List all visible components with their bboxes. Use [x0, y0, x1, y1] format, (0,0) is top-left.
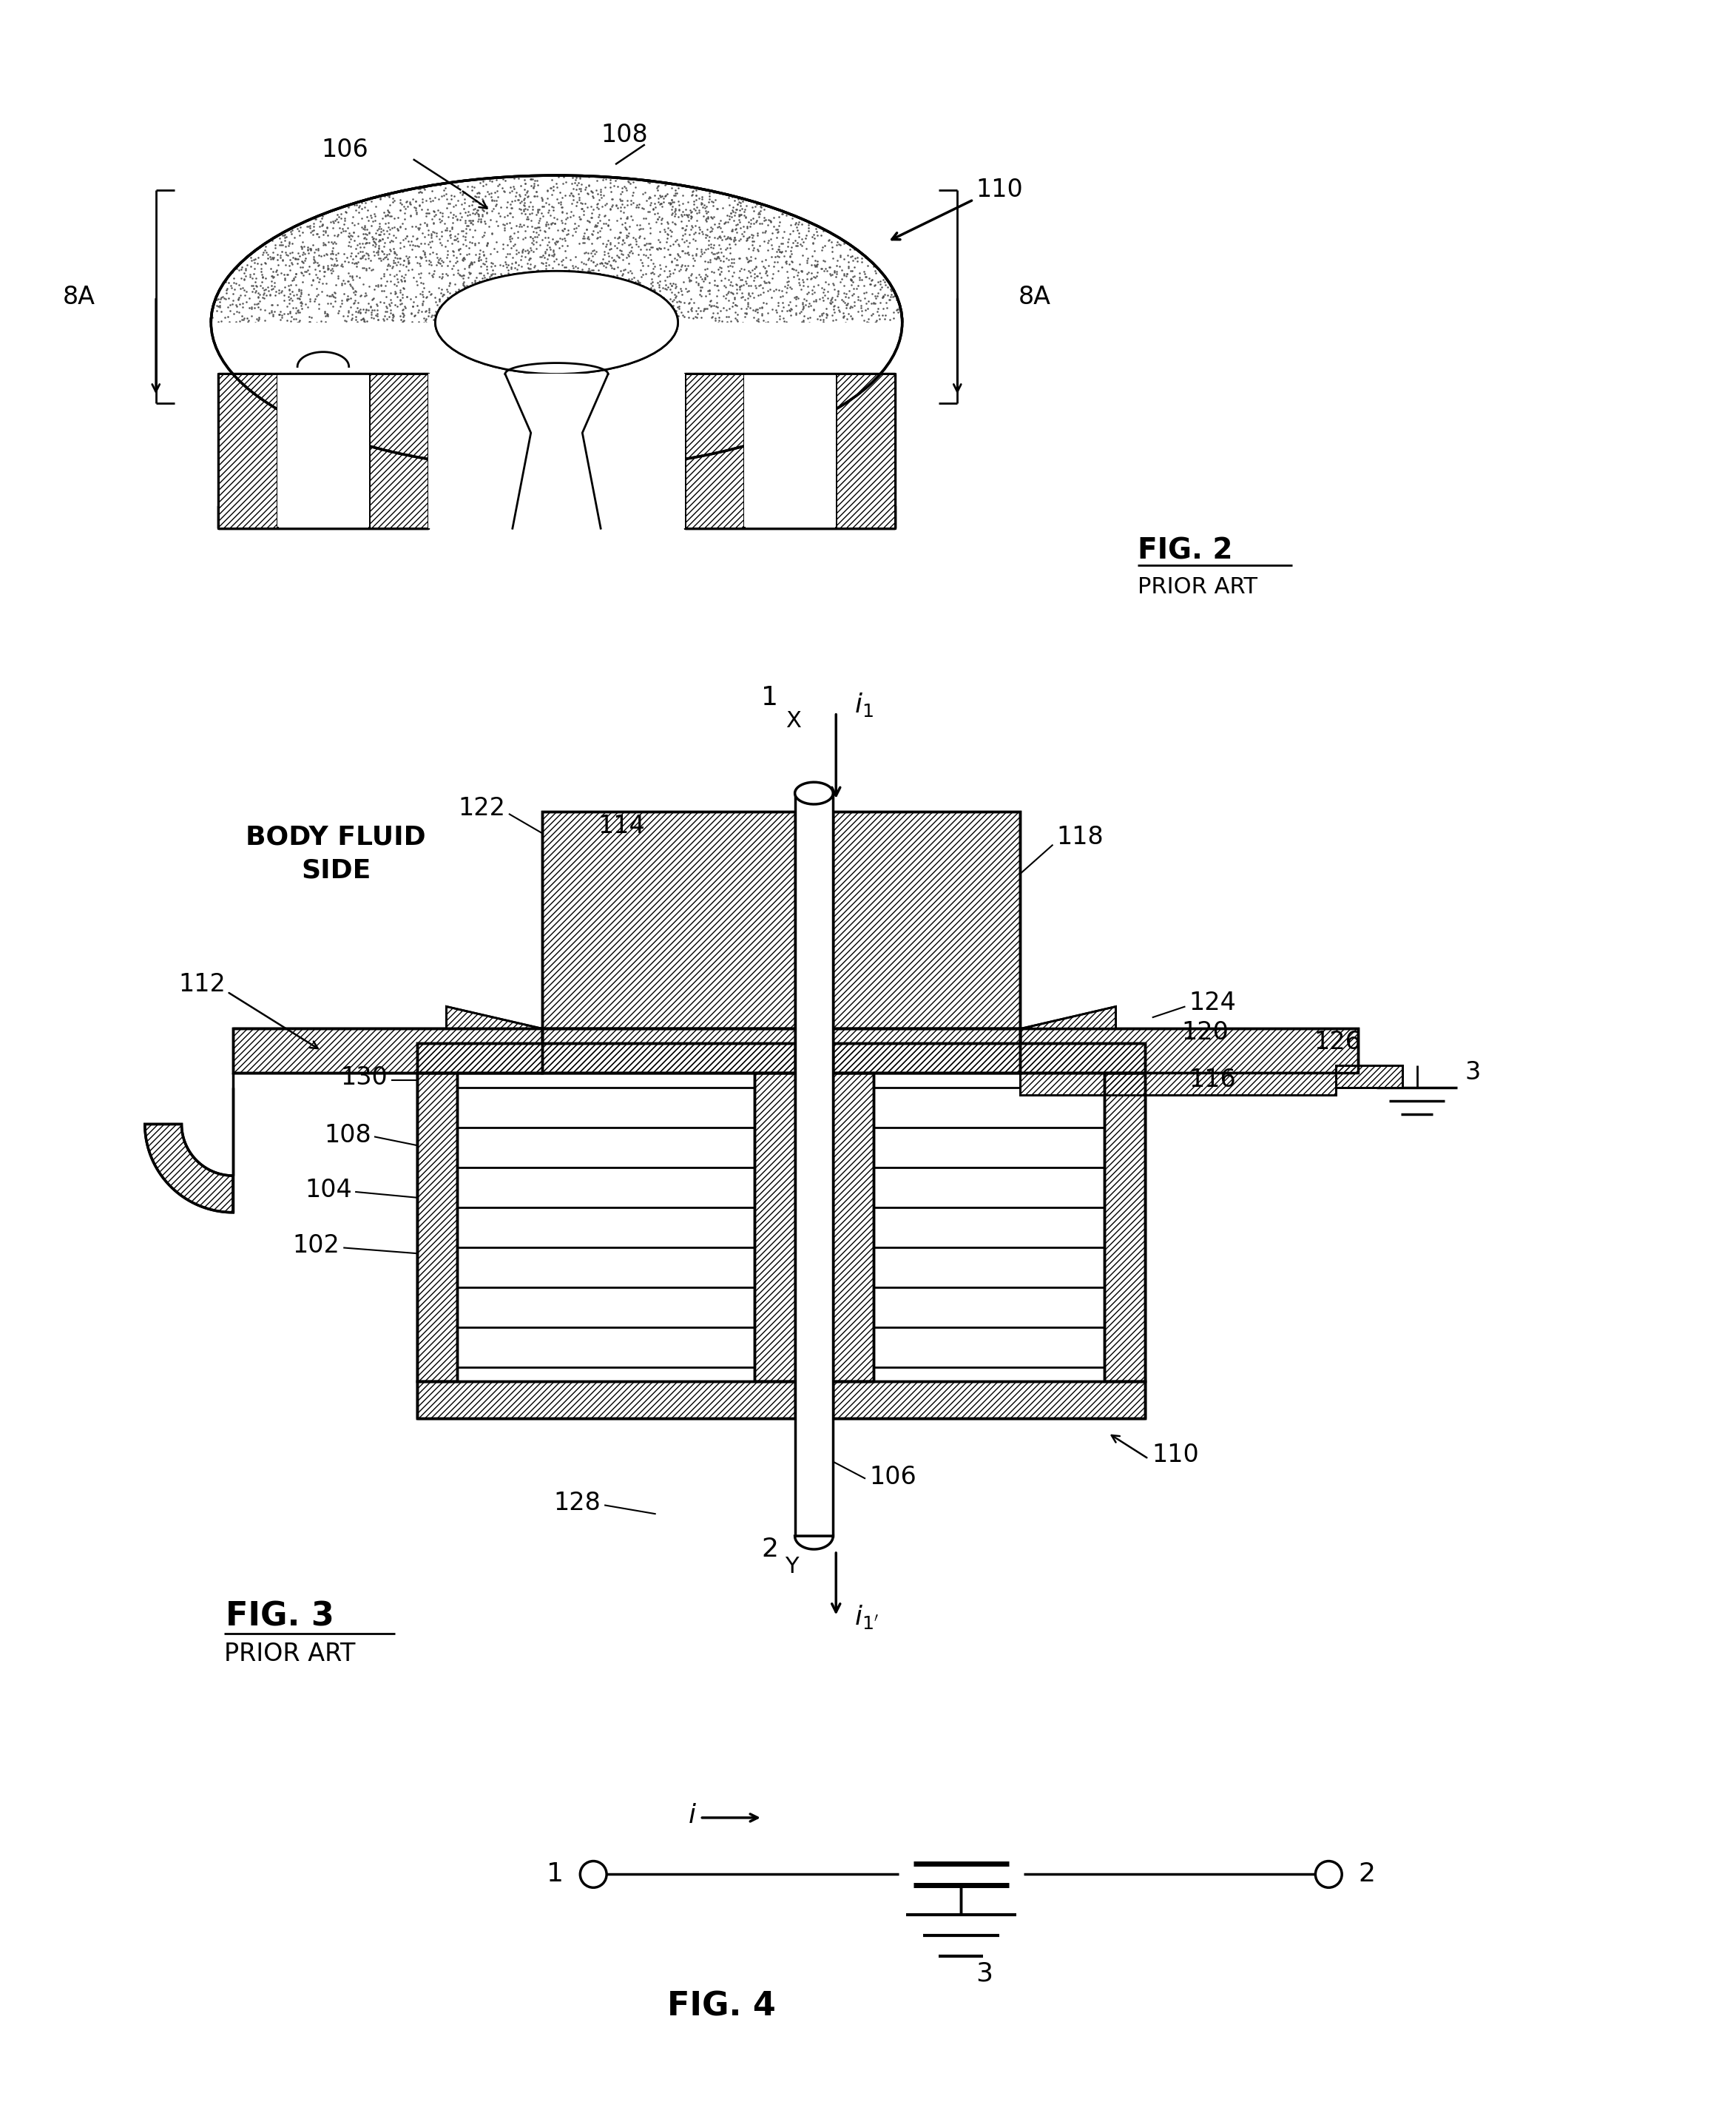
- Text: PRIOR ART: PRIOR ART: [1137, 577, 1257, 598]
- Bar: [833, 1073, 873, 1382]
- Text: FIG. 3: FIG. 3: [226, 1602, 335, 1633]
- Bar: [1019, 1073, 1337, 1095]
- Text: 112: 112: [179, 972, 226, 997]
- Bar: [1019, 1073, 1337, 1095]
- Bar: [795, 792, 833, 1536]
- Text: 1: 1: [547, 1862, 564, 1887]
- Bar: [370, 374, 429, 528]
- Text: 128: 128: [554, 1490, 601, 1515]
- Bar: [417, 1073, 457, 1382]
- Text: 108: 108: [601, 123, 648, 148]
- Bar: [233, 1029, 542, 1073]
- Text: X: X: [786, 710, 800, 731]
- Bar: [833, 1382, 1144, 1418]
- Text: PRIOR ART: PRIOR ART: [224, 1642, 356, 1665]
- Bar: [837, 374, 894, 528]
- Ellipse shape: [212, 175, 903, 469]
- Bar: [745, 374, 837, 528]
- Text: FIG. 4: FIG. 4: [667, 1990, 776, 2022]
- Polygon shape: [1019, 1006, 1116, 1029]
- Polygon shape: [446, 1006, 542, 1029]
- Bar: [417, 1044, 795, 1073]
- Bar: [833, 811, 1019, 1029]
- Ellipse shape: [436, 270, 679, 374]
- Bar: [1104, 1073, 1144, 1382]
- Text: Y: Y: [785, 1555, 799, 1578]
- Text: 102: 102: [424, 420, 472, 446]
- Ellipse shape: [436, 270, 679, 374]
- Polygon shape: [795, 782, 833, 805]
- Text: 106: 106: [870, 1464, 917, 1490]
- Bar: [1104, 1073, 1144, 1382]
- Bar: [542, 811, 795, 1029]
- Text: 116: 116: [1189, 1067, 1236, 1092]
- Bar: [542, 811, 795, 1029]
- Bar: [429, 374, 686, 528]
- Bar: [755, 1073, 795, 1382]
- Text: 122: 122: [458, 797, 505, 820]
- Text: 108: 108: [325, 1122, 372, 1147]
- Bar: [417, 1044, 795, 1073]
- Bar: [833, 811, 1019, 1029]
- Text: SIDE: SIDE: [300, 858, 372, 883]
- Bar: [1019, 1029, 1358, 1073]
- Bar: [833, 1029, 1019, 1073]
- Text: $i_1$: $i_1$: [854, 691, 873, 718]
- Bar: [542, 1029, 795, 1073]
- Text: 2: 2: [762, 1536, 778, 1562]
- Text: 124: 124: [1189, 991, 1236, 1014]
- Bar: [833, 1073, 873, 1382]
- Polygon shape: [203, 323, 910, 507]
- Bar: [417, 1382, 795, 1418]
- Ellipse shape: [436, 270, 679, 374]
- Text: 110: 110: [1153, 1443, 1200, 1466]
- Text: 120: 120: [1182, 1021, 1229, 1044]
- Bar: [417, 1382, 795, 1418]
- Bar: [1337, 1065, 1403, 1088]
- Bar: [833, 1044, 1144, 1073]
- Bar: [1337, 1065, 1403, 1088]
- Bar: [219, 374, 278, 528]
- Bar: [833, 1044, 1144, 1073]
- Text: 102: 102: [292, 1234, 340, 1257]
- Bar: [278, 374, 370, 528]
- Text: 114: 114: [597, 814, 644, 839]
- Polygon shape: [795, 1536, 833, 1549]
- Text: 8A: 8A: [62, 285, 95, 308]
- Text: 1: 1: [762, 685, 778, 710]
- Bar: [833, 1382, 1144, 1418]
- Polygon shape: [144, 1124, 233, 1213]
- Bar: [686, 374, 745, 528]
- Text: 130: 130: [340, 1065, 387, 1090]
- Text: BODY FLUID: BODY FLUID: [247, 824, 425, 849]
- Text: 2: 2: [1358, 1862, 1375, 1887]
- Bar: [833, 1029, 1019, 1073]
- Text: 104: 104: [306, 1179, 352, 1202]
- Bar: [1019, 1029, 1358, 1073]
- Text: $i$: $i$: [687, 1802, 696, 1828]
- Bar: [837, 374, 894, 528]
- Bar: [755, 1073, 795, 1382]
- Text: 104: 104: [453, 444, 500, 467]
- Bar: [686, 374, 745, 528]
- Text: 126: 126: [1314, 1029, 1361, 1054]
- Text: 118: 118: [1057, 824, 1104, 849]
- Bar: [233, 1029, 542, 1073]
- Ellipse shape: [437, 273, 677, 372]
- Text: 110: 110: [976, 177, 1023, 203]
- Text: FIG. 2: FIG. 2: [1137, 537, 1233, 564]
- Text: 8A: 8A: [1019, 285, 1050, 308]
- Bar: [278, 376, 370, 526]
- Bar: [370, 374, 429, 528]
- Bar: [219, 374, 278, 528]
- Text: $i_{1'}$: $i_{1'}$: [854, 1604, 878, 1631]
- Bar: [542, 1029, 795, 1073]
- Bar: [745, 376, 837, 526]
- Text: 106: 106: [321, 137, 368, 163]
- Text: 3: 3: [976, 1961, 993, 1986]
- Bar: [417, 1073, 457, 1382]
- Text: 3: 3: [1465, 1061, 1481, 1084]
